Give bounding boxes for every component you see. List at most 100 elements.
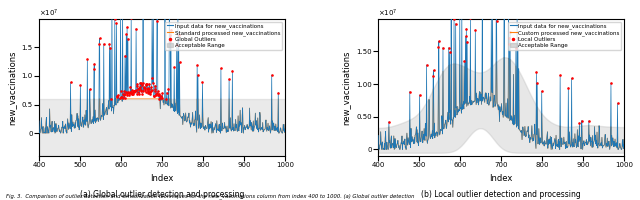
Global Outliers	[147, 14, 157, 18]
Global Outliers	[125, 85, 136, 88]
Local Outliers	[461, 27, 472, 30]
Local Outliers	[504, 11, 514, 14]
Global Outliers	[121, 91, 131, 94]
Global Outliers	[104, 42, 115, 46]
Global Outliers	[173, 10, 183, 13]
Local Outliers	[454, 12, 465, 15]
Local Outliers	[433, 45, 444, 49]
Global Outliers	[141, 83, 151, 86]
Global Outliers	[112, 94, 122, 97]
Local Outliers	[555, 74, 565, 77]
Global Outliers	[192, 64, 202, 67]
Local Outliers	[428, 74, 438, 78]
Global Outliers	[173, 34, 184, 37]
Global Outliers	[156, 94, 166, 97]
Local Outliers	[577, 119, 587, 122]
Global Outliers	[153, 90, 163, 93]
Global Outliers	[127, 93, 137, 96]
Local Outliers	[404, 90, 415, 93]
Global Outliers	[133, 87, 143, 90]
Local Outliers	[532, 81, 542, 85]
Local Outliers	[460, 35, 470, 38]
Global Outliers	[216, 67, 226, 70]
Global Outliers	[95, 37, 105, 40]
Local Outliers	[444, 51, 454, 54]
Global Outliers	[123, 37, 133, 40]
Global Outliers	[141, 82, 152, 85]
Global Outliers	[133, 87, 143, 90]
Local Outliers	[449, 17, 459, 20]
Line: Custom processed new_vaccinations: Custom processed new_vaccinations	[378, 57, 624, 149]
Global Outliers	[89, 62, 99, 65]
Global Outliers	[113, 94, 124, 97]
Local Outliers	[606, 81, 616, 85]
Local Outliers	[444, 46, 454, 49]
Global Outliers	[154, 97, 164, 100]
Global Outliers	[142, 82, 152, 85]
Standard processed new_vaccinations	[266, 127, 273, 130]
Global Outliers	[137, 92, 147, 95]
Input data for new_vaccinations	[613, 147, 621, 149]
Global Outliers	[109, 17, 120, 20]
Global Outliers	[128, 92, 138, 95]
Input data for new_vaccinations	[51, 132, 59, 134]
Global Outliers	[267, 73, 277, 77]
Local Outliers	[459, 59, 469, 62]
Global Outliers	[148, 95, 159, 98]
Local Outliers	[384, 120, 394, 123]
Global Outliers	[99, 42, 109, 46]
Global Outliers	[150, 84, 160, 87]
Global Outliers	[150, 87, 161, 90]
Global Outliers	[151, 92, 161, 95]
Global Outliers	[118, 93, 129, 96]
Local Outliers	[563, 86, 573, 89]
Global Outliers	[175, 61, 185, 64]
Title: (b) Local outlier detection and processing: (b) Local outlier detection and processi…	[421, 190, 581, 199]
Global Outliers	[118, 96, 128, 100]
Local Outliers	[499, 10, 509, 13]
Input data for new_vaccinations	[456, 12, 463, 15]
Input data for new_vaccinations	[375, 148, 383, 151]
Global Outliers	[146, 89, 156, 92]
Local Outliers	[462, 40, 472, 43]
Line: Input data for new_vaccinations: Input data for new_vaccinations	[378, 0, 624, 149]
Global Outliers	[147, 89, 157, 92]
Global Outliers	[143, 87, 153, 90]
Global Outliers	[82, 58, 92, 61]
Local Outliers	[492, 19, 502, 22]
Global Outliers	[125, 90, 136, 93]
Global Outliers	[227, 69, 237, 72]
Local Outliers	[438, 46, 448, 49]
Text: $\times$10$^7$: $\times$10$^7$	[39, 7, 58, 19]
Global Outliers	[116, 96, 127, 99]
Global Outliers	[145, 91, 155, 94]
Global Outliers	[129, 90, 139, 94]
Global Outliers	[154, 93, 164, 97]
Global Outliers	[143, 92, 153, 95]
Y-axis label: new_vaccinations: new_vaccinations	[7, 50, 16, 125]
Global Outliers	[124, 91, 134, 94]
Local Outliers	[513, 36, 523, 39]
Global Outliers	[159, 7, 170, 10]
Global Outliers	[89, 67, 99, 70]
Y-axis label: new_vaccinations: new_vaccinations	[342, 50, 351, 125]
Input data for new_vaccinations	[35, 120, 43, 122]
Local Outliers	[504, 43, 514, 46]
Line: Standard processed new_vaccinations: Standard processed new_vaccinations	[39, 99, 285, 133]
Local Outliers	[486, 14, 497, 17]
Local Outliers	[584, 119, 594, 122]
Global Outliers	[141, 87, 152, 90]
Local Outliers	[499, 5, 509, 8]
Global Outliers	[136, 81, 146, 85]
Local Outliers	[470, 28, 481, 32]
Local Outliers	[434, 40, 444, 43]
Global Outliers	[124, 91, 134, 94]
Standard processed new_vaccinations	[82, 124, 90, 126]
Global Outliers	[112, 95, 122, 98]
Global Outliers	[105, 46, 115, 50]
X-axis label: Index: Index	[490, 174, 513, 183]
Custom processed new_vaccinations	[605, 143, 612, 145]
Custom processed new_vaccinations	[571, 133, 579, 135]
Global Outliers	[129, 89, 140, 93]
Input data for new_vaccinations	[36, 132, 44, 134]
